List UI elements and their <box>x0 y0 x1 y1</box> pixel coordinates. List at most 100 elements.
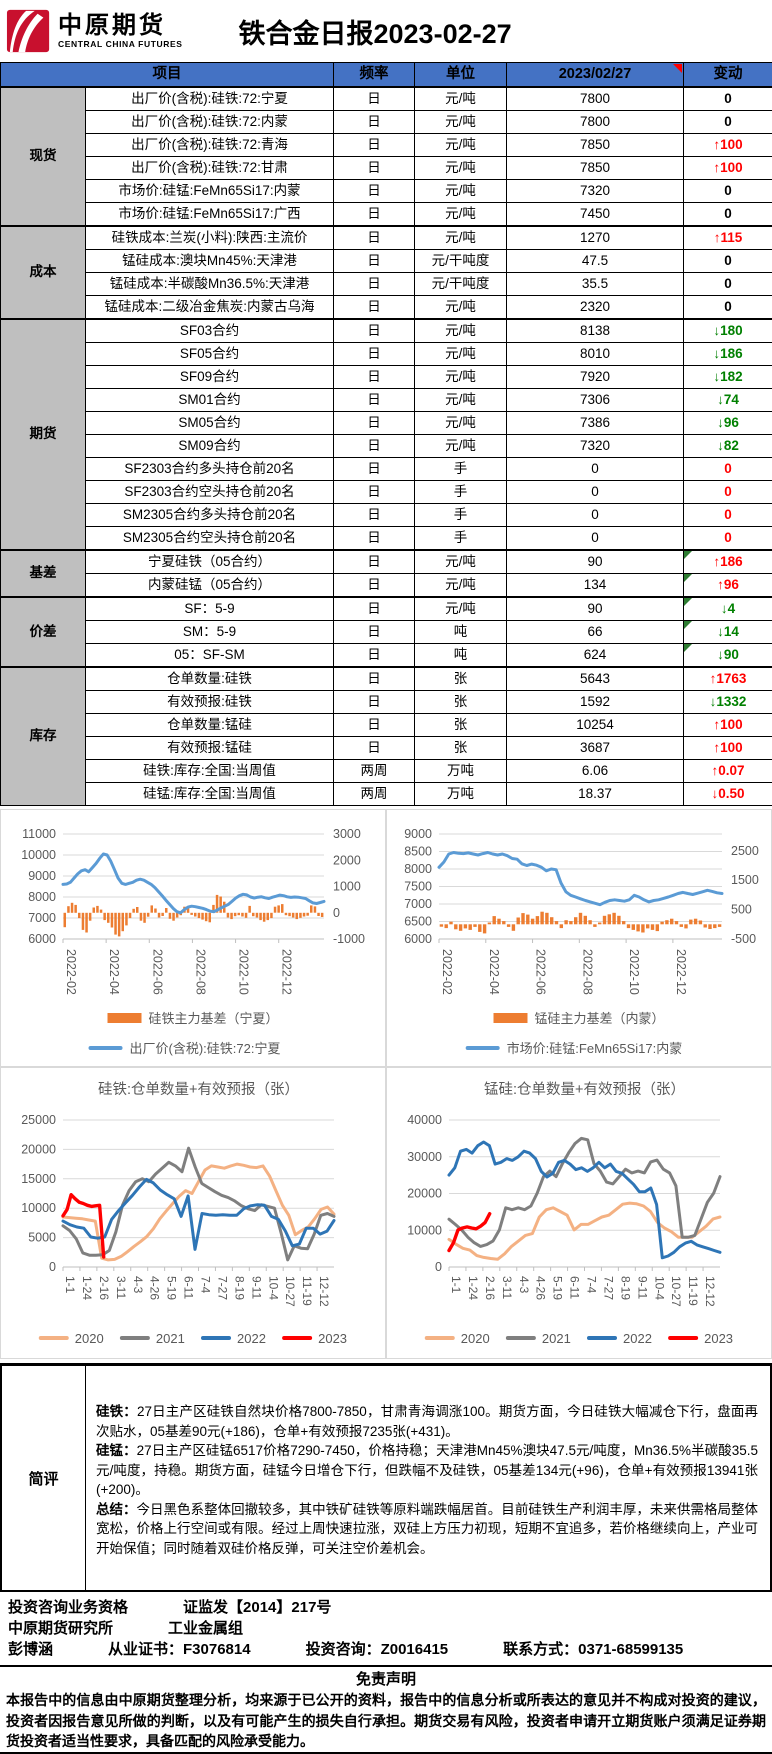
frequency-cell: 日 <box>333 110 415 134</box>
analyst-line: 彭博涵 从业证书：F3076814 投资咨询：Z0016415 联系方式：037… <box>8 1639 764 1660</box>
paragraph-head: 硅锰： <box>96 1443 137 1459</box>
unit-cell: 手 <box>414 480 507 504</box>
unit-cell: 元/干吨度 <box>414 272 507 296</box>
paragraph-body: 27日主产区硅铁自然块价格7800-7850，甘肃青海调涨100。期货方面，今日… <box>96 1404 758 1439</box>
change-value: 0 <box>724 506 732 522</box>
y-axis-right-labels: 2500 1500 500 -500 <box>731 844 759 946</box>
change-value: 0 <box>724 298 732 314</box>
comment-marker-icon <box>673 64 682 73</box>
value-cell: 3687 <box>506 736 684 760</box>
item-label: 有效预报:硅铁 <box>85 690 334 714</box>
unit-cell: 元/吨 <box>414 295 507 320</box>
unit-cell: 吨 <box>414 620 507 644</box>
logo-flame-icon <box>6 9 50 53</box>
svg-text:1500: 1500 <box>731 873 759 887</box>
change-cell: 0 <box>683 86 772 111</box>
item-label: SF09合约 <box>85 365 334 389</box>
value-cell: 7386 <box>506 411 684 435</box>
change-cell: ↓74 <box>683 388 772 412</box>
value-cell: 8138 <box>506 318 684 343</box>
unit-cell: 手 <box>414 503 507 527</box>
table-row: 硅铁:库存:全国:当周值 两周 万吨 6.06 ↑0.07 <box>1 759 772 783</box>
frequency-cell: 日 <box>333 713 415 737</box>
unit-cell: 元/吨 <box>414 133 507 157</box>
item-label: SM：5-9 <box>85 620 334 644</box>
table-row: SF09合约日元/吨 7920 ↓182 <box>1 365 772 389</box>
value-cell: 7800 <box>506 86 684 111</box>
svg-text:500: 500 <box>731 903 752 917</box>
svg-text:3-11: 3-11 <box>114 1276 128 1299</box>
svg-text:1-24: 1-24 <box>80 1276 94 1300</box>
page-title: 铁合金日报2023-02-27 <box>238 18 512 49</box>
qualification-number: 证监发【2014】217号 <box>183 1599 332 1616</box>
series-2023 <box>447 1211 492 1253</box>
item-label: 05：SF-SM <box>85 643 334 668</box>
change-value: ↓4 <box>720 600 736 616</box>
section-label: 价差 <box>0 596 86 668</box>
change-cell: 0 <box>683 202 772 227</box>
y-axis-left-labels: 9000 8500 8000 7500 7000 6500 6000 <box>404 827 432 946</box>
value-cell: 7850 <box>506 156 684 180</box>
chart-title: 锰硅:仓单数量+有效预报（张） <box>484 1081 685 1098</box>
change-cell: 0 <box>683 110 772 134</box>
gridlines <box>63 833 324 940</box>
section-label: 期货 <box>0 318 86 551</box>
x-axis-labels: 2022-02 2022-04 2022-06 2022-08 2022-10 2022-… <box>438 939 688 995</box>
series-2022 <box>61 1177 336 1251</box>
unit-cell: 元/吨 <box>414 549 507 574</box>
change-value: ↓180 <box>713 322 743 338</box>
legend: 2020 2021 2022 2023 <box>424 1331 733 1346</box>
svg-text:10000: 10000 <box>407 1223 442 1237</box>
svg-text:2023: 2023 <box>704 1331 733 1346</box>
value-cell: 0 <box>506 480 684 504</box>
frequency-cell: 日 <box>333 503 415 527</box>
change-value: ↓0.50 <box>711 785 745 801</box>
svg-text:2021: 2021 <box>156 1331 185 1346</box>
table-row: SM05合约日元/吨 7386 ↓96 <box>1 411 772 435</box>
frequency-cell: 日 <box>333 156 415 180</box>
svg-text:2500: 2500 <box>731 844 759 858</box>
series-2020 <box>447 1201 722 1261</box>
svg-text:2022-02: 2022-02 <box>64 949 78 995</box>
series-2023 <box>61 1192 106 1259</box>
company-logo: 中原期货 CENTRAL CHINA FUTURES <box>6 8 183 54</box>
item-label: 锰硅成本:半碳酸Mn36.5%:天津港 <box>85 272 334 296</box>
frequency-cell: 日 <box>333 133 415 157</box>
paragraph-body: 今日黑色系整体回撤较多，其中铁矿硅铁等原料端跌幅居首。目前硅铁生产利润丰厚，未来… <box>96 1501 758 1556</box>
svg-text:硅铁主力基差（宁夏）: 硅铁主力基差（宁夏） <box>149 1011 279 1026</box>
item-label: SM2305合约空头持仓前20名 <box>85 526 334 551</box>
svg-text:6000: 6000 <box>28 932 56 946</box>
unit-cell: 元/吨 <box>414 86 507 111</box>
change-cell: ↑100 <box>683 713 772 737</box>
svg-text:2022-12: 2022-12 <box>674 949 688 995</box>
svg-text:11-19: 11-19 <box>300 1276 314 1306</box>
frequency-cell: 日 <box>333 736 415 760</box>
change-cell: 0 <box>683 272 772 296</box>
col-header-unit: 单位 <box>414 62 507 88</box>
basis-bars <box>63 894 324 937</box>
unit-cell: 元/吨 <box>414 179 507 203</box>
change-value: ↑100 <box>713 159 743 175</box>
value-cell: 47.5 <box>506 249 684 273</box>
table-row: 现货 出厂价(含税):硅铁:72:宁夏日元/吨 7800 0 <box>0 86 772 227</box>
table-row: 出厂价(含税):硅铁:72:内蒙日元/吨 7800 0 <box>1 110 772 134</box>
change-value: ↑100 <box>713 716 743 732</box>
commentary-paragraph: 硅锰：27日主产区硅锰6517价格7290-7450，价格持稳；天津港Mn45%… <box>96 1441 758 1500</box>
svg-text:2022-04: 2022-04 <box>107 949 121 995</box>
paragraph-head: 硅铁： <box>96 1404 137 1419</box>
svg-text:7000: 7000 <box>404 897 432 911</box>
svg-text:-500: -500 <box>731 932 756 946</box>
col-header-date: 2023/02/27 <box>506 62 684 88</box>
change-value: ↓186 <box>713 345 743 361</box>
value-cell: 1270 <box>506 225 684 250</box>
y-axis-labels: 40000 30000 20000 10000 0 <box>407 1113 442 1274</box>
item-label: SM05合约 <box>85 411 334 435</box>
frequency-cell: 日 <box>333 549 415 574</box>
svg-text:10000: 10000 <box>21 848 56 862</box>
change-value: ↓182 <box>713 368 743 384</box>
change-value: 0 <box>724 529 732 545</box>
unit-cell: 元/吨 <box>414 388 507 412</box>
value-cell: 35.5 <box>506 272 684 296</box>
table-row: SM2305合约多头持仓前20名日手 0 0 <box>1 503 772 527</box>
table-row: 硅锰:库存:全国:当周值 两周 万吨 18.37 ↓0.50 <box>1 782 772 806</box>
